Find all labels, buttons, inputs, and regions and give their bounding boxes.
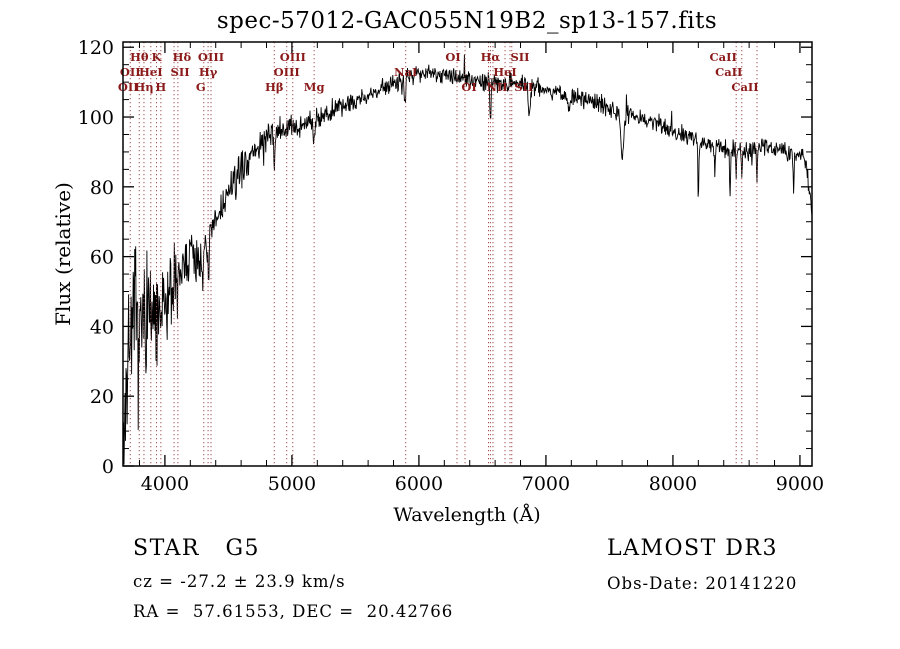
spectral-line-label: OIII — [274, 65, 300, 79]
spectral-line-label: SII — [510, 50, 529, 64]
spectral-line-label: CaII — [715, 65, 742, 79]
spectral-line-label: Mg — [304, 80, 325, 94]
plot-frame — [122, 41, 813, 467]
spectral-line-label: OI — [445, 50, 460, 64]
spectral-line-label: K — [152, 50, 163, 64]
y-tick-label: 120 — [78, 37, 114, 59]
coords-text: RA = 57.61553, DEC = 20.42766 — [133, 602, 454, 621]
spectral-line-label: G — [196, 80, 206, 94]
spectral-line-label: OII — [120, 65, 141, 79]
x-tick-label: 8000 — [649, 473, 697, 495]
spectral-line-label: CaII — [709, 50, 736, 64]
x-tick-label: 9000 — [776, 473, 824, 495]
spectral-line-label: Hη — [134, 80, 153, 94]
obs-date-text: Obs-Date: 20141220 — [607, 574, 798, 593]
x-tick-label: 5000 — [268, 473, 316, 495]
spectral-line-label: OIII — [198, 50, 224, 64]
y-tick-label: 20 — [90, 386, 114, 408]
spectral-line-label: Hθ — [130, 50, 149, 64]
x-tick-label: 6000 — [395, 473, 443, 495]
spectral-line-label: SII — [514, 80, 533, 94]
spectral-line-label: H — [155, 80, 166, 94]
y-tick-label: 0 — [102, 456, 114, 478]
x-tick-label: 7000 — [522, 473, 570, 495]
survey-text: LAMOST DR3 — [607, 536, 778, 561]
spectral-line-label: Hγ — [199, 65, 218, 79]
spectral-line-label: NaI — [394, 65, 417, 79]
classification-text: STAR G5 — [133, 536, 261, 561]
x-axis-title: Wavelength (Å) — [393, 504, 541, 526]
spectral-line-label: Hβ — [265, 80, 284, 94]
spectral-line-label: OI — [461, 80, 476, 94]
spectral-line-label: OIII — [280, 50, 306, 64]
spectral-line-label: NII — [486, 80, 507, 94]
spectral-line-label: CaII — [731, 80, 758, 94]
spectral-line-label: HeI — [139, 65, 163, 79]
cz-text: cz = -27.2 ± 23.9 km/s — [133, 572, 346, 591]
plot-title: spec-57012-GAC055N19B2_sp13-157.fits — [216, 8, 718, 34]
spectral-line-label: Hα — [481, 50, 501, 64]
x-tick-label: 4000 — [141, 473, 189, 495]
spectral-line-label: HeI — [493, 65, 517, 79]
y-tick-label: 60 — [90, 247, 114, 269]
y-tick-label: 100 — [78, 107, 114, 129]
spectral-line-label: SII — [171, 65, 190, 79]
y-tick-label: 80 — [90, 177, 114, 199]
spectral-line-label: Hδ — [173, 50, 192, 64]
y-tick-label: 40 — [90, 316, 114, 338]
spectrum-line — [122, 54, 813, 465]
